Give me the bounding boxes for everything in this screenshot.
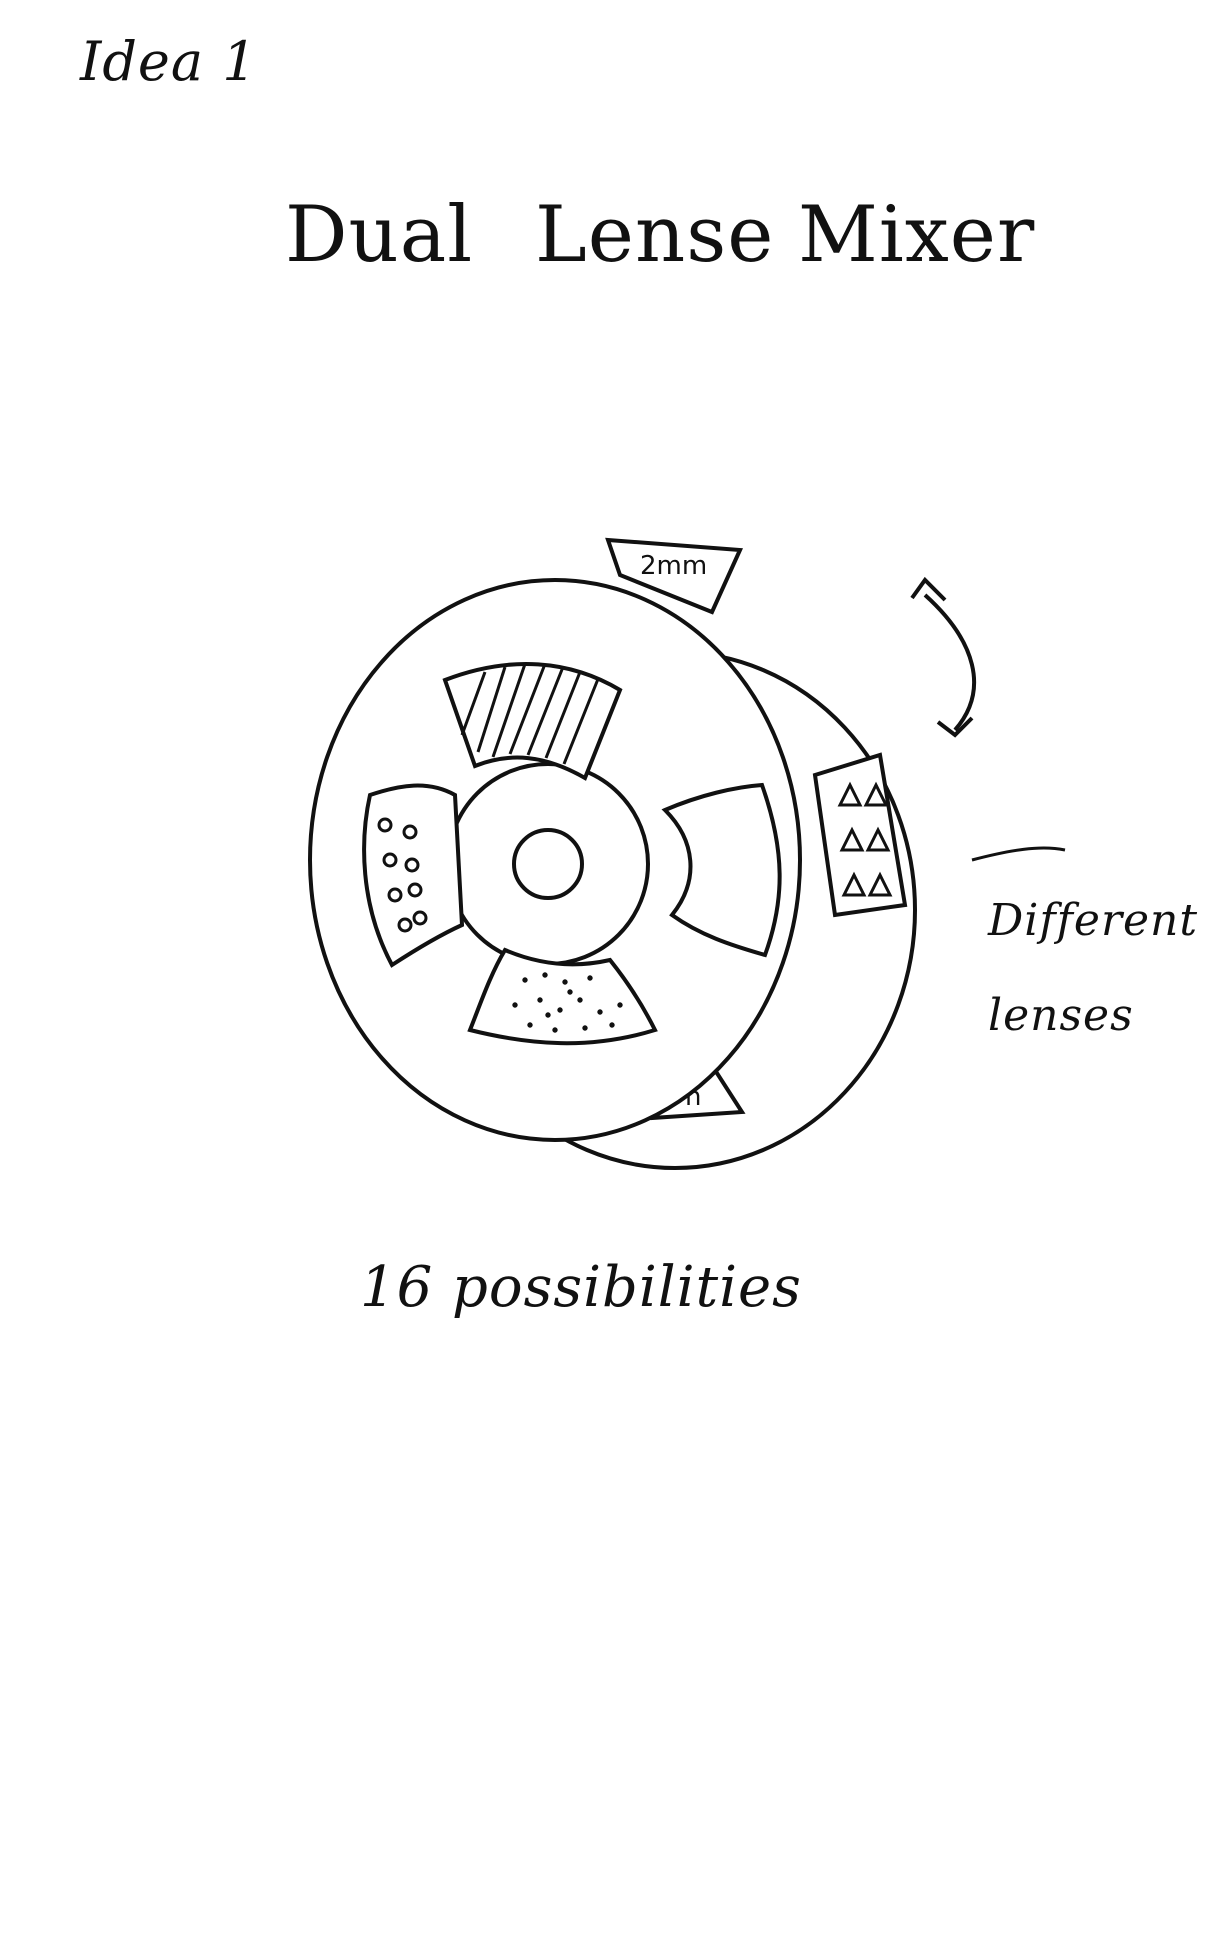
back-lens-top-label: 2mm [640, 551, 707, 581]
hatch-pattern [460, 663, 600, 765]
title-word-lense: Lense [535, 190, 775, 280]
hub-center [512, 828, 584, 900]
triangle-pattern [837, 781, 893, 897]
speckle-pattern [512, 972, 623, 1033]
caption-possibilities: 16 possibilities [360, 1255, 802, 1320]
circle-pattern [377, 817, 428, 933]
back-lens-top [605, 537, 743, 615]
annotation-lenses: lenses [988, 990, 1134, 1041]
back-lens-side [812, 752, 908, 918]
front-lens-clear [661, 782, 782, 958]
title-word-mixer: Mixer [798, 190, 1036, 280]
front-lens-speckled [467, 947, 658, 1046]
front-lens-hatched [442, 661, 623, 781]
title-word-dual: Dual [285, 190, 474, 280]
annotation-different: Different [988, 895, 1199, 946]
annotation-leader-line [971, 846, 1066, 862]
idea-label: Idea 1 [80, 30, 258, 93]
rotation-arrow [910, 576, 977, 738]
front-wheel [308, 578, 802, 1142]
